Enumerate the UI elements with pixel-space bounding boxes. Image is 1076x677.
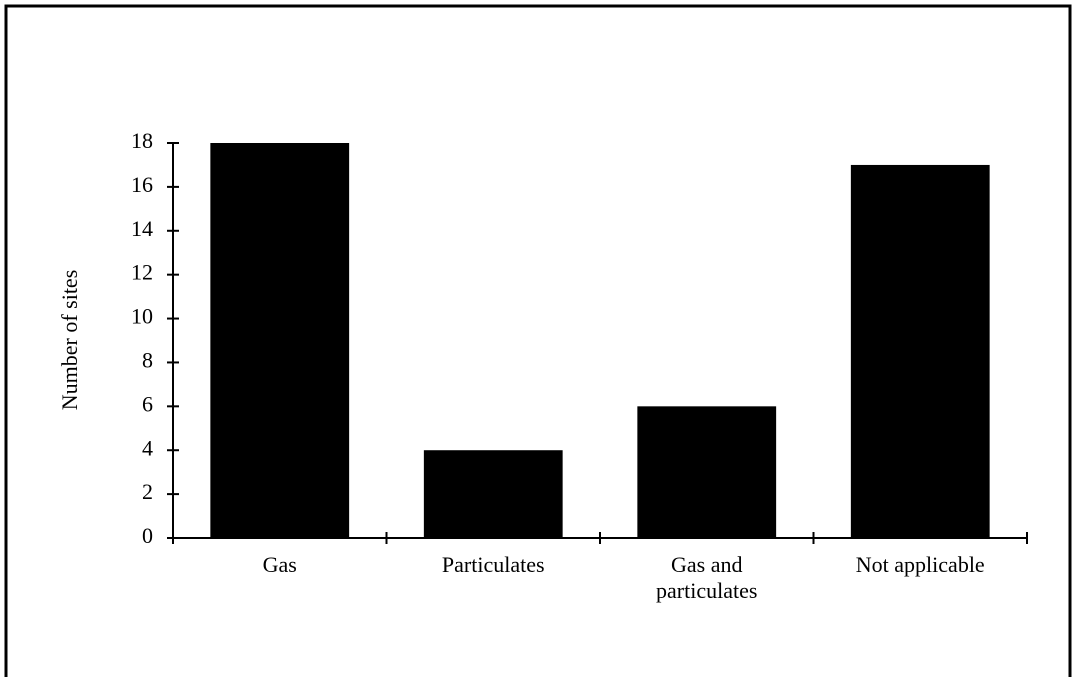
- x-tick-label: Gas and particulates: [656, 552, 758, 603]
- x-tick-label: Not applicable: [855, 552, 985, 577]
- y-tick-label: 0: [142, 523, 153, 548]
- bar: [210, 143, 350, 538]
- y-tick-label: 16: [131, 172, 153, 197]
- y-tick-label: 6: [142, 391, 153, 416]
- x-tick-label: Particulates: [441, 552, 545, 577]
- bar: [850, 164, 990, 538]
- y-tick-label: 8: [142, 347, 153, 372]
- y-tick-label: 18: [131, 128, 153, 153]
- y-tick-label: 14: [131, 216, 153, 241]
- x-tick-label: Gas: [262, 552, 297, 577]
- y-tick-label: 4: [142, 435, 153, 460]
- y-tick-label: 2: [142, 479, 153, 504]
- bar: [423, 450, 563, 538]
- y-tick-label: 12: [131, 260, 153, 285]
- y-tick-label: 10: [131, 304, 153, 329]
- y-axis-label: Number of sites: [57, 270, 82, 411]
- frame: [4, 4, 1072, 677]
- bar: [637, 406, 777, 538]
